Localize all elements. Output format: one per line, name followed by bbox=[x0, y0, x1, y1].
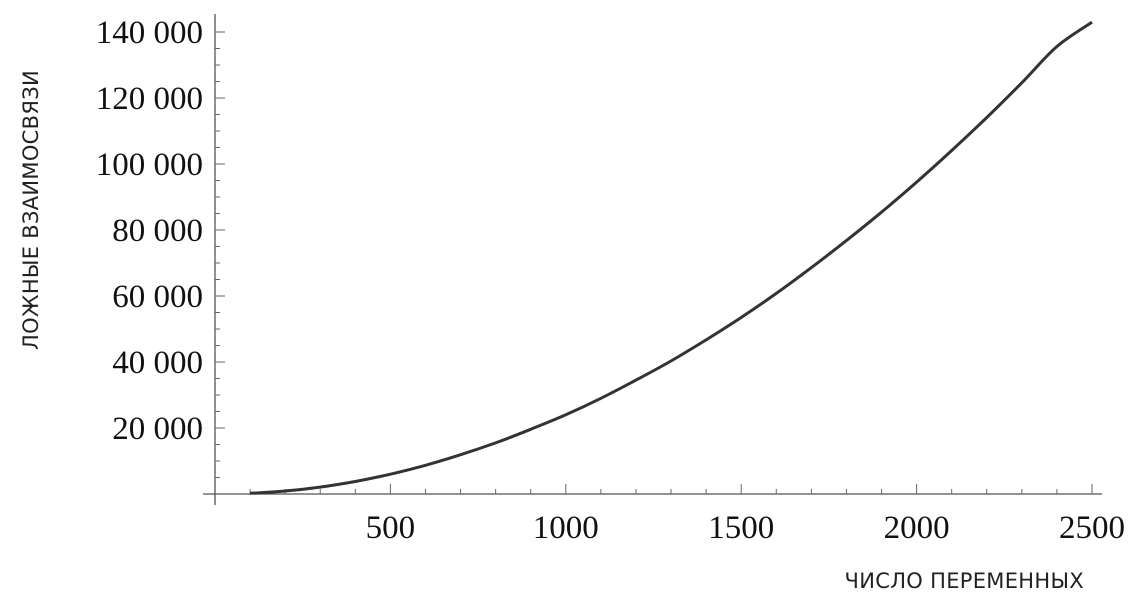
y-tick-label: 60 000 bbox=[112, 279, 203, 315]
y-axis: 20 000 40 000 60 000 80 000 100 000 120 000 14… bbox=[96, 14, 225, 505]
x-axis: 500 1000 1500 2000 2500 bbox=[203, 484, 1125, 546]
series-line bbox=[250, 20, 1093, 495]
y-tick-label: 100 000 bbox=[96, 147, 203, 183]
x-axis-title: ЧИСЛО ПЕРЕМЕННЫХ bbox=[845, 569, 1084, 593]
y-tick-label: 20 000 bbox=[112, 411, 203, 447]
y-ticks: 20 000 40 000 60 000 80 000 100 000 120 000 14… bbox=[96, 15, 225, 478]
y-tick-label: 140 000 bbox=[96, 15, 203, 51]
x-ticks: 500 1000 1500 2000 2500 bbox=[249, 484, 1125, 546]
y-tick-label: 80 000 bbox=[112, 213, 203, 249]
y-tick-label: 120 000 bbox=[96, 81, 203, 117]
y-axis-title: ЛОЖНЫЕ ВЗАИМОСВЯЗИ bbox=[19, 70, 43, 350]
x-tick-label: 2500 bbox=[1059, 510, 1125, 546]
y-tick-label: 40 000 bbox=[112, 345, 203, 381]
x-tick-label: 1500 bbox=[708, 510, 774, 546]
x-tick-label: 1000 bbox=[533, 510, 599, 546]
x-tick-label: 2000 bbox=[884, 510, 950, 546]
x-tick-label: 500 bbox=[366, 510, 416, 546]
